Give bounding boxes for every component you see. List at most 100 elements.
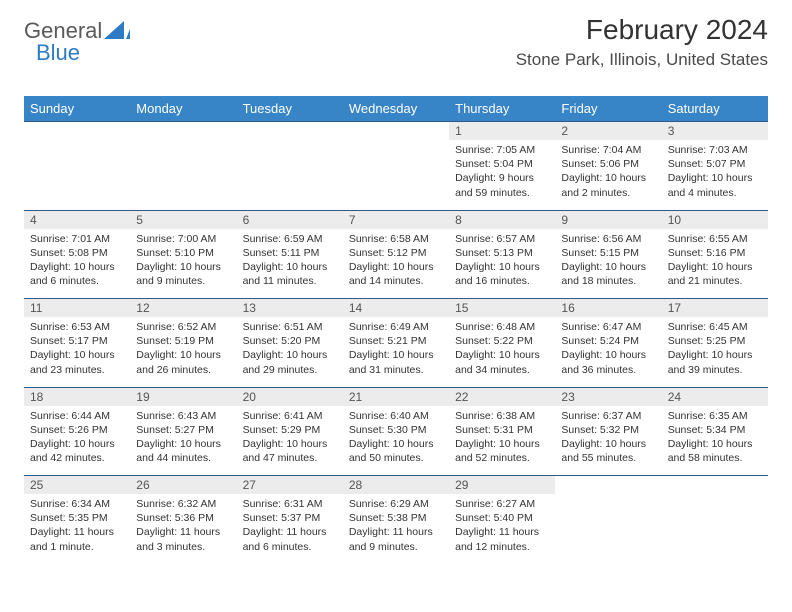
day-day1: Daylight: 11 hours bbox=[349, 525, 443, 539]
calendar-table: Sunday Monday Tuesday Wednesday Thursday… bbox=[24, 96, 768, 564]
day-content-cell: Sunrise: 6:38 AMSunset: 5:31 PMDaylight:… bbox=[449, 406, 555, 476]
day-sunset: Sunset: 5:04 PM bbox=[455, 157, 549, 171]
day-number-cell bbox=[237, 122, 343, 141]
day-sunrise: Sunrise: 6:43 AM bbox=[136, 409, 230, 423]
day-content-cell: Sunrise: 6:34 AMSunset: 5:35 PMDaylight:… bbox=[24, 494, 130, 564]
day-content-cell: Sunrise: 6:55 AMSunset: 5:16 PMDaylight:… bbox=[662, 229, 768, 299]
day-content-cell: Sunrise: 7:01 AMSunset: 5:08 PMDaylight:… bbox=[24, 229, 130, 299]
day-day1: Daylight: 10 hours bbox=[668, 171, 762, 185]
day-day2: and 23 minutes. bbox=[30, 363, 124, 377]
day-number-cell: 8 bbox=[449, 210, 555, 229]
day-day1: Daylight: 10 hours bbox=[668, 260, 762, 274]
day-sunset: Sunset: 5:24 PM bbox=[561, 334, 655, 348]
day-sunrise: Sunrise: 6:37 AM bbox=[561, 409, 655, 423]
day-sunrise: Sunrise: 6:53 AM bbox=[30, 320, 124, 334]
day-content-cell: Sunrise: 6:57 AMSunset: 5:13 PMDaylight:… bbox=[449, 229, 555, 299]
day-sunset: Sunset: 5:08 PM bbox=[30, 246, 124, 260]
logo-sail-icon bbox=[104, 21, 130, 41]
day-day1: Daylight: 10 hours bbox=[243, 348, 337, 362]
day-sunrise: Sunrise: 6:56 AM bbox=[561, 232, 655, 246]
day-sunset: Sunset: 5:32 PM bbox=[561, 423, 655, 437]
day-number-cell bbox=[555, 476, 661, 495]
day-day2: and 36 minutes. bbox=[561, 363, 655, 377]
day-day1: Daylight: 10 hours bbox=[243, 437, 337, 451]
day-content-cell: Sunrise: 7:00 AMSunset: 5:10 PMDaylight:… bbox=[130, 229, 236, 299]
day-content-cell: Sunrise: 6:52 AMSunset: 5:19 PMDaylight:… bbox=[130, 317, 236, 387]
day-day2: and 11 minutes. bbox=[243, 274, 337, 288]
day-sunrise: Sunrise: 7:00 AM bbox=[136, 232, 230, 246]
daynum-row: 11121314151617 bbox=[24, 299, 768, 318]
day-content-cell: Sunrise: 6:40 AMSunset: 5:30 PMDaylight:… bbox=[343, 406, 449, 476]
day-number-cell: 23 bbox=[555, 387, 661, 406]
day-number-cell: 21 bbox=[343, 387, 449, 406]
day-content-cell: Sunrise: 6:53 AMSunset: 5:17 PMDaylight:… bbox=[24, 317, 130, 387]
day-content-cell: Sunrise: 6:44 AMSunset: 5:26 PMDaylight:… bbox=[24, 406, 130, 476]
day-sunset: Sunset: 5:16 PM bbox=[668, 246, 762, 260]
day-sunset: Sunset: 5:26 PM bbox=[30, 423, 124, 437]
day-sunrise: Sunrise: 6:57 AM bbox=[455, 232, 549, 246]
day-number-cell: 5 bbox=[130, 210, 236, 229]
content-row: Sunrise: 7:01 AMSunset: 5:08 PMDaylight:… bbox=[24, 229, 768, 299]
day-day2: and 47 minutes. bbox=[243, 451, 337, 465]
day-sunrise: Sunrise: 6:32 AM bbox=[136, 497, 230, 511]
day-sunrise: Sunrise: 6:48 AM bbox=[455, 320, 549, 334]
day-day2: and 59 minutes. bbox=[455, 186, 549, 200]
day-sunrise: Sunrise: 6:29 AM bbox=[349, 497, 443, 511]
day-content-cell: Sunrise: 6:49 AMSunset: 5:21 PMDaylight:… bbox=[343, 317, 449, 387]
day-sunset: Sunset: 5:31 PM bbox=[455, 423, 549, 437]
day-sunset: Sunset: 5:34 PM bbox=[668, 423, 762, 437]
day-content-cell: Sunrise: 7:03 AMSunset: 5:07 PMDaylight:… bbox=[662, 140, 768, 210]
day-content-cell: Sunrise: 6:45 AMSunset: 5:25 PMDaylight:… bbox=[662, 317, 768, 387]
day-day2: and 1 minute. bbox=[30, 540, 124, 554]
day-day2: and 42 minutes. bbox=[30, 451, 124, 465]
day-day2: and 21 minutes. bbox=[668, 274, 762, 288]
header-right: February 2024 Stone Park, Illinois, Unit… bbox=[516, 14, 768, 70]
daynum-row: 2526272829 bbox=[24, 476, 768, 495]
daynum-row: 123 bbox=[24, 122, 768, 141]
day-day1: Daylight: 10 hours bbox=[349, 437, 443, 451]
day-sunrise: Sunrise: 7:01 AM bbox=[30, 232, 124, 246]
day-sunset: Sunset: 5:37 PM bbox=[243, 511, 337, 525]
day-day1: Daylight: 10 hours bbox=[349, 348, 443, 362]
day-number-cell: 19 bbox=[130, 387, 236, 406]
weekday-header: Monday bbox=[130, 96, 236, 122]
day-day1: Daylight: 10 hours bbox=[30, 348, 124, 362]
day-number-cell: 13 bbox=[237, 299, 343, 318]
day-day2: and 6 minutes. bbox=[243, 540, 337, 554]
day-number-cell bbox=[130, 122, 236, 141]
day-number-cell: 20 bbox=[237, 387, 343, 406]
day-sunrise: Sunrise: 6:51 AM bbox=[243, 320, 337, 334]
day-sunset: Sunset: 5:29 PM bbox=[243, 423, 337, 437]
day-number-cell: 17 bbox=[662, 299, 768, 318]
day-day2: and 4 minutes. bbox=[668, 186, 762, 200]
day-content-cell: Sunrise: 7:05 AMSunset: 5:04 PMDaylight:… bbox=[449, 140, 555, 210]
day-number-cell: 24 bbox=[662, 387, 768, 406]
day-number-cell: 16 bbox=[555, 299, 661, 318]
month-title: February 2024 bbox=[516, 14, 768, 46]
day-content-cell bbox=[24, 140, 130, 210]
content-row: Sunrise: 7:05 AMSunset: 5:04 PM Daylight:… bbox=[24, 140, 768, 210]
day-number-cell: 15 bbox=[449, 299, 555, 318]
logo-text-blue: Blue bbox=[36, 40, 80, 66]
day-content-cell: Sunrise: 6:48 AMSunset: 5:22 PMDaylight:… bbox=[449, 317, 555, 387]
day-day1: Daylight: 10 hours bbox=[668, 437, 762, 451]
location: Stone Park, Illinois, United States bbox=[516, 50, 768, 70]
day-sunset: Sunset: 5:19 PM bbox=[136, 334, 230, 348]
day-number-cell: 3 bbox=[662, 122, 768, 141]
day-sunset: Sunset: 5:25 PM bbox=[668, 334, 762, 348]
day-sunset: Sunset: 5:07 PM bbox=[668, 157, 762, 171]
day-day1: Daylight: 10 hours bbox=[349, 260, 443, 274]
day-day2: and 14 minutes. bbox=[349, 274, 443, 288]
day-content-cell: Sunrise: 6:35 AMSunset: 5:34 PMDaylight:… bbox=[662, 406, 768, 476]
day-day2: and 9 minutes. bbox=[349, 540, 443, 554]
day-sunset: Sunset: 5:21 PM bbox=[349, 334, 443, 348]
day-day1: Daylight: 10 hours bbox=[30, 260, 124, 274]
day-day2: and 3 minutes. bbox=[136, 540, 230, 554]
day-sunset: Sunset: 5:15 PM bbox=[561, 246, 655, 260]
day-day1: Daylight: 10 hours bbox=[243, 260, 337, 274]
day-sunrise: Sunrise: 7:04 AM bbox=[561, 143, 655, 157]
day-sunrise: Sunrise: 7:05 AM bbox=[455, 143, 549, 157]
day-content-cell: Sunrise: 6:29 AMSunset: 5:38 PMDaylight:… bbox=[343, 494, 449, 564]
day-day1: Daylight: 11 hours bbox=[30, 525, 124, 539]
day-sunrise: Sunrise: 6:44 AM bbox=[30, 409, 124, 423]
